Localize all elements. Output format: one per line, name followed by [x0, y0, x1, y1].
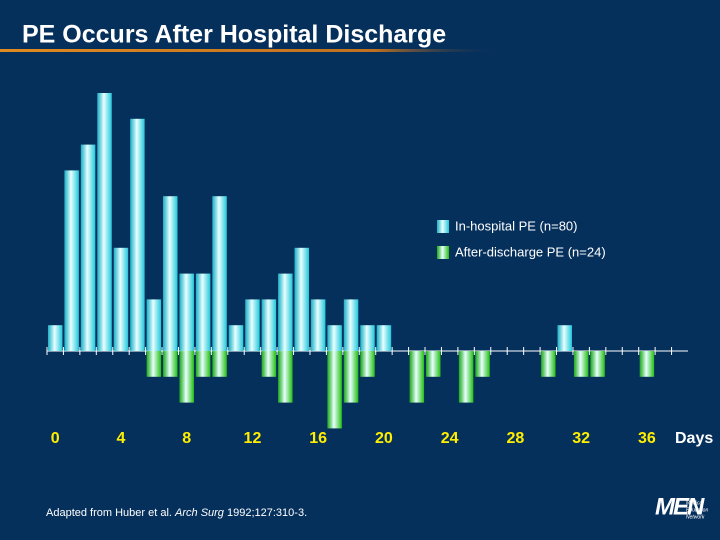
- footnote-text: 1992;127:310-3.: [224, 507, 307, 519]
- bar: [557, 325, 572, 351]
- bar: [426, 351, 441, 377]
- x-tick-label: 28: [507, 430, 525, 447]
- bar: [343, 299, 359, 351]
- bar: [146, 299, 162, 351]
- bar: [639, 351, 655, 377]
- footnote-text: Adapted from Huber et al.: [46, 507, 175, 519]
- footnote-journal: Arch Surg: [174, 507, 225, 519]
- bar: [573, 351, 589, 377]
- bar: [113, 247, 129, 351]
- bar: [212, 196, 227, 351]
- bar: [163, 196, 178, 351]
- logo-text: Medical: [686, 500, 704, 506]
- logo: MEN Medical Education Network: [655, 493, 708, 520]
- logo-text: Education: [686, 507, 708, 513]
- x-tick-label: 0: [51, 430, 60, 447]
- bar: [47, 325, 63, 351]
- bar: [179, 351, 194, 403]
- bar: [278, 351, 293, 403]
- bar: [179, 273, 194, 351]
- footnote: Adapted from Huber et al. Arch Surg 1992…: [46, 507, 307, 519]
- bar: [541, 351, 556, 377]
- title-rule: [0, 49, 500, 52]
- bar: [228, 325, 244, 351]
- bar: [590, 351, 605, 377]
- chart-title: PE Occurs After Hospital Discharge: [22, 21, 446, 49]
- bar: [195, 351, 211, 377]
- bar: [261, 299, 277, 351]
- x-tick-label: 12: [244, 430, 262, 447]
- bar: [278, 273, 293, 351]
- x-tick-label: 36: [638, 430, 656, 447]
- x-tick-label: 8: [182, 430, 191, 447]
- legend-swatch: [437, 246, 449, 259]
- bar: [80, 144, 96, 351]
- bar: [212, 351, 227, 377]
- x-tick-label: 24: [441, 430, 459, 447]
- bar: [294, 247, 309, 351]
- x-tick-label: 32: [572, 430, 590, 447]
- bar: [245, 299, 260, 351]
- logo-mark: MEN: [655, 493, 705, 520]
- bar: [475, 351, 490, 377]
- x-tick-label: 20: [375, 430, 393, 447]
- legend-swatch: [437, 220, 449, 233]
- bar: [409, 351, 425, 403]
- bar: [64, 170, 79, 351]
- bar: [327, 325, 342, 351]
- bar: [261, 351, 277, 377]
- logo-text: Network: [686, 514, 705, 520]
- bar: [376, 325, 392, 351]
- bar: [327, 351, 342, 429]
- bar: [97, 93, 112, 351]
- x-axis-label: Days: [675, 430, 713, 447]
- bar: [343, 351, 359, 403]
- bar: [458, 351, 474, 403]
- bar: [310, 299, 326, 351]
- bar: [360, 351, 375, 377]
- x-tick-label: 4: [117, 430, 126, 447]
- x-tick-label: 16: [309, 430, 327, 447]
- legend-label: After-discharge PE (n=24): [455, 244, 606, 259]
- bar: [195, 273, 211, 351]
- bar: [130, 118, 145, 351]
- bar: [163, 351, 178, 377]
- legend-label: In-hospital PE (n=80): [455, 218, 577, 233]
- bar: [360, 325, 375, 351]
- bar: [146, 351, 162, 377]
